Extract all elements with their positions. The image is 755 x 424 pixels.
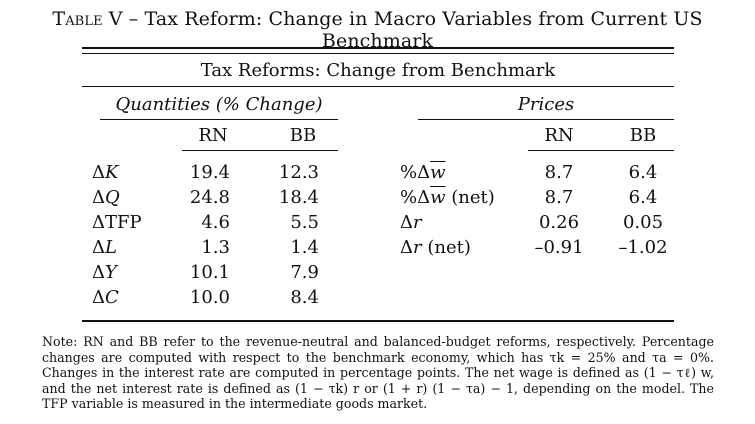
prices-group-rule: [418, 119, 674, 120]
quantity-dq-bb: 18.4: [278, 187, 319, 208]
quantities-col-rule: [182, 150, 338, 151]
quantity-label-dq: ΔQ: [92, 187, 120, 208]
quantity-label-dl: ΔL: [92, 237, 117, 258]
quantity-dk-bb: 12.3: [278, 162, 319, 183]
quantity-dk-rn: 19.4: [189, 162, 230, 183]
quantity-dy-bb: 7.9: [290, 262, 319, 283]
quantity-label-dc: ΔC: [92, 287, 119, 308]
col-header-bb-prices: BB: [629, 125, 657, 146]
price-wage-net-bb: 6.4: [628, 187, 658, 208]
price-label-wage-net: %Δw (net): [400, 187, 495, 208]
prices-col-rule: [528, 150, 674, 151]
price-rate-bb: 0.05: [622, 212, 664, 233]
quantity-label-dy: ΔY: [92, 262, 117, 283]
price-label-wage: %Δw: [400, 162, 446, 183]
quantity-dl-rn: 1.3: [201, 237, 230, 258]
price-rate-net-bb: –1.02: [618, 237, 668, 258]
col-header-bb-quantities: BB: [289, 125, 317, 146]
price-label-rate: Δr: [400, 212, 422, 233]
quantity-dtfp-bb: 5.5: [290, 212, 319, 233]
price-rate-net-rn: –0.91: [534, 237, 584, 258]
table-title: Tax Reform: Change in Macro Variables fr…: [144, 8, 703, 52]
quantity-dc-rn: 10.0: [189, 287, 230, 308]
quantity-dl-bb: 1.4: [290, 237, 319, 258]
price-wage-rn: 8.7: [544, 162, 574, 183]
quantities-group-rule: [100, 119, 338, 120]
bottom-rule: [82, 320, 674, 322]
quantity-label-dk: ΔK: [92, 162, 119, 183]
table-note: Note: RN and BB refer to the revenue-neu…: [42, 334, 714, 412]
quantity-dy-rn: 10.1: [189, 262, 230, 283]
top-rule-inner: [82, 53, 674, 54]
col-header-rn-prices: RN: [544, 125, 574, 146]
prices-group-label: Prices: [517, 94, 575, 115]
col-header-rn-quantities: RN: [198, 125, 228, 146]
quantity-label-dtfp: ΔTFP: [92, 212, 142, 233]
table-number: Table V: [52, 8, 123, 30]
table-caption: Table V – Tax Reform: Change in Macro Va…: [0, 8, 755, 52]
header-rule: [82, 86, 674, 87]
price-wage-bb: 6.4: [628, 162, 658, 183]
top-rule: [82, 47, 674, 49]
caption-dash: –: [122, 8, 145, 30]
price-rate-rn: 0.26: [538, 212, 580, 233]
quantity-dq-rn: 24.8: [189, 187, 230, 208]
quantity-dc-bb: 8.4: [290, 287, 319, 308]
price-wage-net-rn: 8.7: [544, 187, 574, 208]
table-header: Tax Reforms: Change from Benchmark: [200, 60, 556, 81]
price-label-rate-net: Δr (net): [400, 237, 471, 258]
quantity-dtfp-rn: 4.6: [201, 212, 230, 233]
quantities-group-label: Quantities (% Change): [115, 94, 323, 115]
